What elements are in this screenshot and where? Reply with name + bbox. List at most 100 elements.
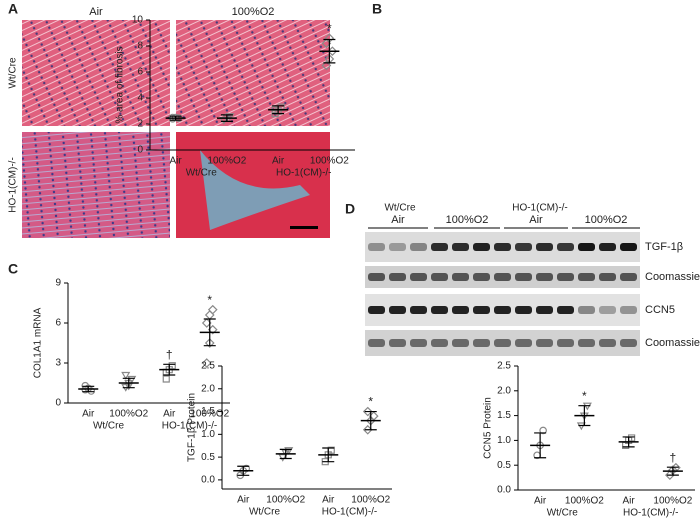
point <box>127 375 137 384</box>
x-tick-label: Air <box>623 496 636 507</box>
y-tick-label: 1.0 <box>497 435 511 446</box>
point <box>324 451 332 459</box>
point <box>321 458 329 466</box>
point <box>162 375 170 383</box>
error-bar <box>666 466 679 476</box>
group-label: Wt/Cre <box>384 203 416 214</box>
y-tick-label: 1.5 <box>497 410 511 421</box>
band <box>515 339 532 347</box>
annotation: * <box>368 395 373 409</box>
band <box>389 339 406 347</box>
condition-label: Air <box>529 214 543 226</box>
group-label: HO-1(CM)-/- <box>623 508 679 519</box>
band <box>620 243 637 251</box>
annotation: * <box>582 389 587 403</box>
y-axis-label: COL1A1 mRNA <box>33 307 44 378</box>
band <box>410 273 427 281</box>
band <box>389 273 406 281</box>
image <box>176 20 330 126</box>
annotation: * <box>327 21 332 35</box>
x-tick-label: Air <box>82 409 95 420</box>
error-bar <box>622 436 635 448</box>
blot-label: CCN5 <box>645 304 675 316</box>
y-axis-label: % area of fibrosis <box>115 46 126 123</box>
row-label: Wt/Cre <box>8 57 19 89</box>
y-tick-label: 0.5 <box>201 452 215 463</box>
y-tick-label: 4 <box>137 93 143 104</box>
band <box>368 243 385 251</box>
point <box>539 426 547 435</box>
point <box>204 310 215 320</box>
band <box>473 243 490 251</box>
error-bar <box>578 405 591 427</box>
band <box>452 306 469 314</box>
x-tick-label: Air <box>272 156 285 167</box>
band <box>368 339 385 347</box>
image <box>176 132 330 238</box>
band <box>473 306 490 314</box>
band <box>536 339 553 347</box>
y-axis-label: CCN5 Protein <box>483 397 494 459</box>
error-bar <box>237 465 250 476</box>
band <box>578 339 595 347</box>
y-tick-label: 2.5 <box>497 361 511 372</box>
band <box>536 273 553 281</box>
band <box>557 339 574 347</box>
panel-letter: D <box>345 201 355 217</box>
band <box>620 273 637 281</box>
y-tick-label: 0 <box>137 145 143 156</box>
band <box>536 306 553 314</box>
error-bar <box>122 377 135 389</box>
image <box>22 20 170 126</box>
y-tick-label: 0.0 <box>497 485 511 496</box>
band <box>410 243 427 251</box>
condition-label: 100%O2 <box>446 214 489 226</box>
band <box>410 306 427 314</box>
band <box>557 243 574 251</box>
histology <box>22 20 330 238</box>
y-tick-label: 2.0 <box>201 383 215 394</box>
group-label: HO-1(CM)-/- <box>276 168 332 179</box>
band <box>389 306 406 314</box>
blot-label: Coomassie <box>645 337 700 349</box>
band <box>431 243 448 251</box>
group-label: Wt/Cre <box>186 168 218 179</box>
y-tick-label: 10 <box>132 15 144 26</box>
y-tick-label: 9 <box>55 278 61 289</box>
y-tick-label: 0.0 <box>201 475 215 486</box>
point <box>165 366 173 374</box>
band <box>494 273 511 281</box>
panel-letter: A <box>8 1 18 17</box>
band <box>620 306 637 314</box>
annotation: † <box>166 348 173 362</box>
x-tick-label: 100%O2 <box>653 496 692 507</box>
blot-label: Coomassie <box>645 271 700 283</box>
error-bar <box>279 448 292 460</box>
band <box>515 306 532 314</box>
point <box>225 113 235 121</box>
y-tick-label: 2.0 <box>497 385 511 396</box>
band <box>620 339 637 347</box>
y-tick-label: 6 <box>137 67 143 78</box>
band <box>599 339 616 347</box>
column-label: 100%O2 <box>232 6 275 18</box>
band <box>578 243 595 251</box>
point <box>321 60 332 71</box>
point <box>271 110 279 118</box>
x-tick-label: 100%O2 <box>190 409 229 420</box>
point <box>201 358 212 368</box>
point <box>362 406 373 417</box>
condition-label: Air <box>391 214 405 226</box>
band <box>494 306 511 314</box>
band <box>599 306 616 314</box>
band <box>599 243 616 251</box>
band <box>431 339 448 347</box>
band <box>599 273 616 281</box>
band <box>431 273 448 281</box>
image <box>22 132 170 238</box>
error-bar <box>220 114 233 122</box>
x-tick-label: 100%O2 <box>351 495 390 506</box>
error-bar <box>169 115 182 121</box>
error-bar <box>203 318 216 347</box>
